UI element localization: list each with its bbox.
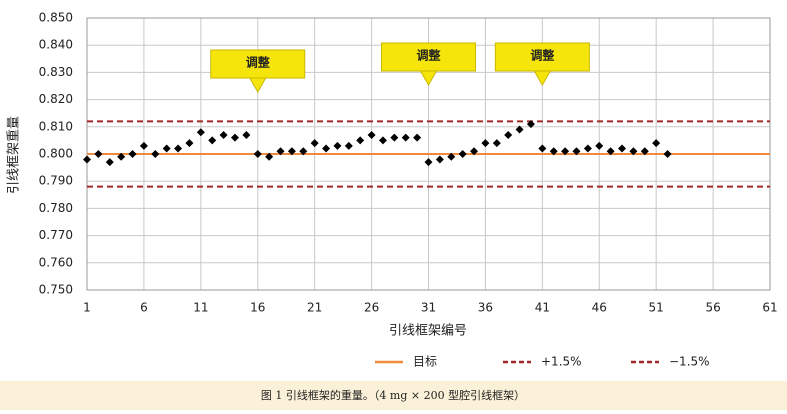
point — [583, 144, 592, 153]
y-tick-label: 0.790 — [39, 174, 73, 188]
point — [83, 155, 91, 164]
point — [424, 158, 433, 167]
y-tick-label: 0.750 — [39, 283, 73, 297]
point — [378, 136, 387, 145]
x-axis-label: 引线框架编号 — [389, 324, 467, 339]
caption: 图 1 引线框架的重量。（4 mg × 200 型腔引线框架） — [261, 388, 525, 402]
x-tick-label: 16 — [250, 301, 265, 315]
annotation-text: 调整 — [530, 48, 554, 63]
caption-band — [0, 381, 787, 410]
point — [287, 147, 296, 156]
y-tick-label: 0.820 — [39, 92, 73, 106]
point — [515, 125, 524, 134]
y-axis-label: 引线框架重量 — [6, 116, 22, 194]
x-tick-label: 31 — [421, 301, 436, 315]
point — [162, 144, 171, 153]
x-tick-label: 11 — [193, 301, 208, 315]
point — [640, 147, 649, 156]
point — [538, 144, 547, 153]
x-tick-label: 21 — [307, 301, 322, 315]
point — [151, 150, 160, 158]
annotation-text: 调整 — [246, 55, 270, 70]
point — [196, 128, 205, 137]
point — [265, 152, 274, 161]
point — [458, 150, 467, 158]
point — [299, 147, 308, 156]
y-tick-label: 0.780 — [39, 201, 73, 215]
x-tick-label: 46 — [592, 301, 607, 315]
legend-label: +1.5% — [541, 355, 582, 369]
annotation-text: 调整 — [416, 48, 440, 63]
point — [310, 139, 319, 148]
point — [94, 150, 103, 158]
point — [208, 136, 217, 145]
y-tick-label: 0.840 — [39, 38, 73, 52]
y-tick-label: 0.830 — [39, 65, 73, 79]
point — [174, 144, 183, 153]
point — [504, 130, 513, 139]
legend-label: −1.5% — [669, 355, 710, 369]
point — [629, 147, 638, 156]
y-tick-label: 0.770 — [39, 228, 73, 242]
point — [561, 147, 570, 156]
point — [663, 150, 672, 158]
annotation-arrow — [533, 70, 552, 87]
x-tick-label: 36 — [478, 301, 493, 315]
point — [367, 130, 376, 139]
annotation-box — [210, 49, 306, 79]
x-tick-label: 41 — [535, 301, 550, 315]
point — [185, 139, 194, 148]
point — [344, 141, 353, 150]
point — [390, 133, 399, 142]
point — [356, 136, 365, 145]
point — [413, 133, 422, 142]
point — [322, 144, 331, 153]
annotation-arrow — [248, 77, 267, 94]
y-tick-label: 0.760 — [39, 255, 73, 269]
point — [492, 139, 501, 148]
point — [105, 158, 114, 167]
annotation-box — [381, 42, 476, 72]
point — [253, 150, 262, 158]
x-tick-label: 61 — [762, 301, 777, 315]
point — [435, 155, 444, 164]
x-tick-label: 1 — [83, 301, 91, 315]
point — [230, 133, 239, 142]
x-tick-label: 51 — [649, 301, 664, 315]
y-tick-label: 0.800 — [39, 147, 73, 161]
point — [481, 139, 490, 148]
point — [606, 147, 615, 156]
point — [652, 139, 661, 148]
point — [333, 141, 342, 150]
point — [549, 147, 558, 156]
y-tick-label: 0.850 — [39, 11, 73, 25]
point — [139, 141, 148, 150]
point — [526, 120, 535, 129]
point — [276, 147, 285, 156]
y-tick-label: 0.810 — [39, 119, 73, 133]
x-tick-label: 26 — [364, 301, 379, 315]
x-tick-label: 56 — [705, 301, 720, 315]
annotation-arrow — [419, 70, 438, 87]
point — [618, 144, 627, 153]
point — [572, 147, 581, 156]
point — [470, 147, 479, 156]
point — [219, 130, 228, 139]
annotation-box — [494, 42, 590, 72]
point — [401, 133, 410, 142]
x-tick-label: 6 — [140, 301, 148, 315]
point — [595, 141, 604, 150]
point — [242, 130, 251, 139]
point — [128, 150, 137, 158]
point — [447, 152, 456, 161]
legend-label: 目标 — [413, 355, 437, 369]
point — [117, 152, 126, 161]
